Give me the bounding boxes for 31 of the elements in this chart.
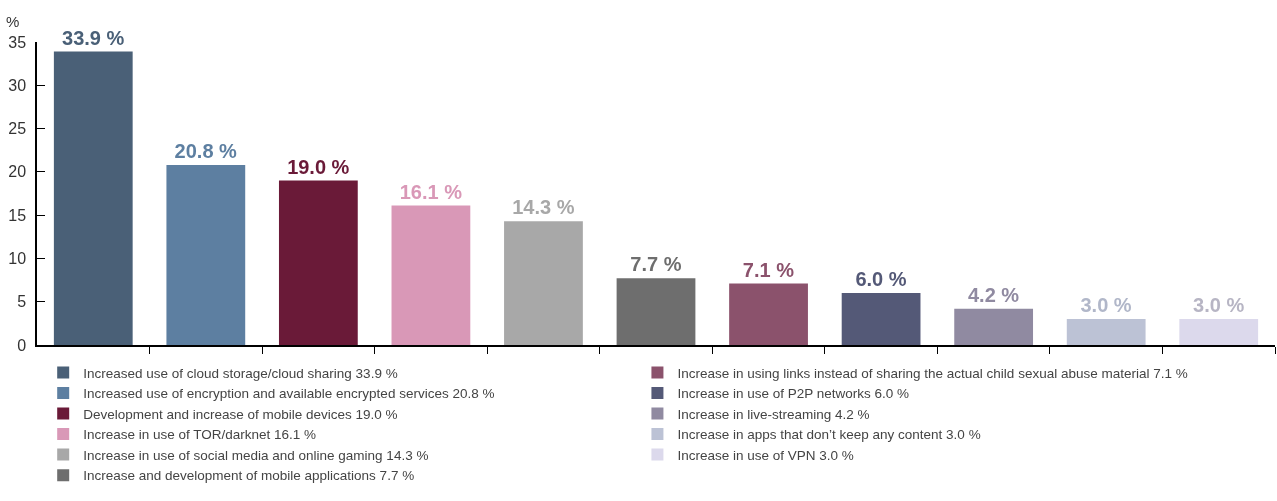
y-axis-title: % [6, 13, 20, 30]
y-tick-label: 20 [8, 163, 27, 181]
data-label: 14.3 % [512, 196, 575, 219]
y-tick-label: 15 [8, 206, 27, 224]
legend-label: Increase in live-streaming 4.2 % [677, 406, 870, 422]
y-tick-label: 30 [8, 76, 27, 94]
data-label: 19.0 % [287, 155, 350, 178]
legend-label: Increase and development of mobile applications 7.7 % [83, 468, 415, 484]
y-tick-label: 10 [8, 250, 27, 268]
data-label: 16.1 % [399, 180, 463, 203]
legend-label: Development and increase of mobile devices 19.0 % [83, 406, 398, 422]
y-tick-label: 5 [17, 293, 27, 311]
legend-label: Increased use of encryption and available encrypted services 20.8 % [83, 386, 495, 402]
legend-label: Increase in use of VPN 3.0 % [677, 447, 854, 463]
y-tick-label: 25 [8, 120, 27, 138]
data-label: 7.7 % [630, 253, 682, 276]
legend-label: Increase in use of social media and online gaming 14.3 % [83, 447, 429, 463]
data-label: 3.0 % [1080, 294, 1132, 317]
legend-label: Increase in apps that don’t keep any content 3.0 % [677, 427, 981, 443]
data-label: 7.1 % [742, 258, 795, 281]
legend-label: Increase in use of P2P networks 6.0 % [677, 386, 910, 402]
y-tick-label: 0 [17, 336, 27, 354]
legend-label: Increase in use of TOR/darknet 16.1 % [83, 427, 317, 443]
legend-label: Increased use of cloud storage/cloud sharing 33.9 % [83, 365, 398, 381]
y-tick-label: 35 [8, 33, 27, 51]
data-label: 20.8 % [174, 139, 238, 162]
data-label: 6.0 % [855, 268, 907, 291]
data-label: 4.2 % [967, 283, 1020, 306]
data-label: 33.9 % [62, 26, 125, 49]
data-label: 3.0 % [1193, 294, 1245, 317]
legend-label: Increase in using links instead of sharing the actual child sexual abuse material 7.1 % [677, 365, 1188, 381]
